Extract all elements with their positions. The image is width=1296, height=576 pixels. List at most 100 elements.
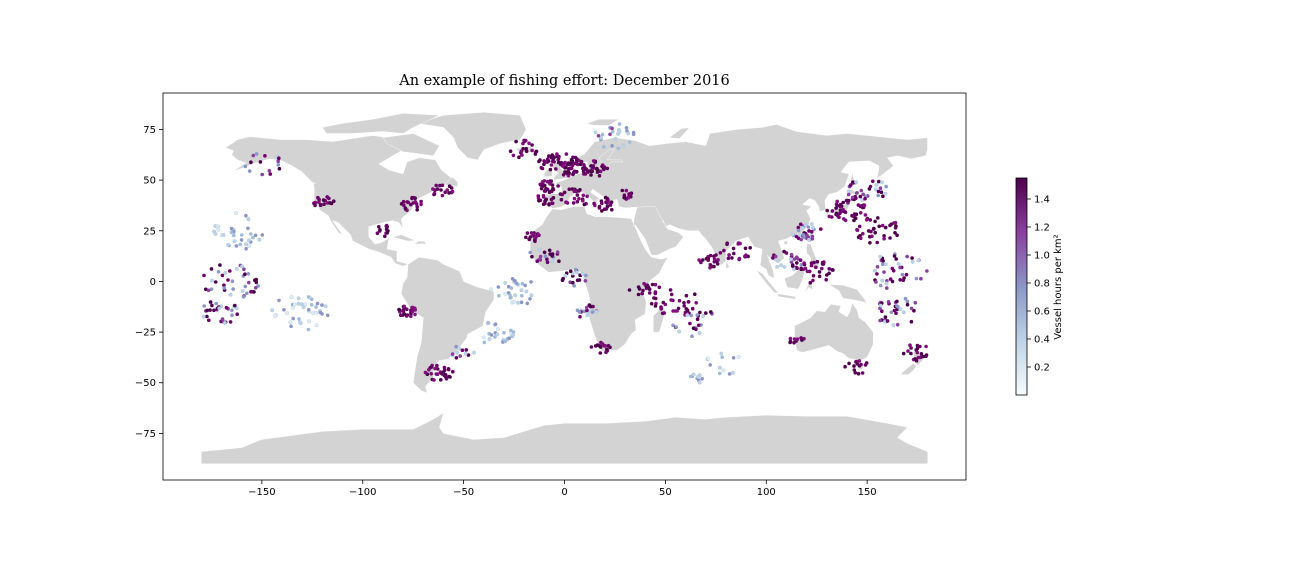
effort-point bbox=[297, 317, 301, 321]
effort-point bbox=[218, 263, 222, 267]
effort-point bbox=[292, 302, 297, 307]
effort-point bbox=[853, 371, 858, 375]
effort-point bbox=[843, 364, 847, 369]
effort-point bbox=[550, 254, 554, 258]
effort-point bbox=[880, 278, 885, 283]
effort-point bbox=[600, 164, 604, 169]
effort-point bbox=[695, 317, 700, 322]
effort-point bbox=[513, 293, 518, 298]
effort-point bbox=[901, 351, 906, 356]
effort-point bbox=[590, 310, 595, 314]
effort-point bbox=[599, 135, 603, 140]
effort-point bbox=[564, 200, 568, 204]
y-tick: 75 bbox=[143, 125, 163, 136]
effort-point bbox=[912, 308, 916, 313]
effort-point bbox=[410, 305, 415, 310]
effort-point bbox=[325, 195, 330, 199]
effort-point bbox=[207, 318, 211, 323]
x-tick: 50 bbox=[659, 480, 672, 498]
effort-point bbox=[242, 267, 246, 272]
effort-point bbox=[803, 266, 808, 271]
effort-point bbox=[510, 277, 515, 281]
land-vancouver-island bbox=[305, 178, 316, 184]
effort-point bbox=[810, 225, 815, 230]
effort-point bbox=[824, 277, 828, 282]
effort-point bbox=[706, 256, 711, 261]
effort-point bbox=[383, 234, 387, 239]
effort-point bbox=[260, 172, 265, 177]
effort-point bbox=[856, 203, 861, 207]
effort-point bbox=[884, 281, 889, 286]
effort-point bbox=[883, 225, 888, 230]
effort-point bbox=[206, 288, 211, 293]
effort-point bbox=[541, 202, 546, 206]
effort-point bbox=[529, 280, 533, 284]
effort-point bbox=[556, 184, 560, 188]
colorbar: 0.2 0.4 0.6 0.8 1.0 1.2 1.4 Vessel hours per k… bbox=[1015, 177, 1064, 396]
effort-point bbox=[332, 199, 336, 203]
effort-point bbox=[432, 191, 437, 196]
colorbar-tick: 1.0 bbox=[1027, 251, 1050, 262]
effort-point bbox=[251, 153, 256, 158]
effort-point bbox=[878, 318, 882, 323]
effort-point bbox=[602, 145, 606, 149]
effort-point bbox=[868, 241, 872, 245]
effort-point bbox=[628, 140, 632, 144]
effort-point bbox=[489, 287, 493, 292]
effort-point bbox=[878, 254, 883, 259]
effort-point bbox=[551, 196, 556, 200]
effort-point bbox=[323, 304, 328, 309]
effort-point bbox=[409, 308, 413, 313]
effort-point bbox=[898, 307, 903, 312]
effort-point bbox=[862, 203, 867, 207]
colorbar-tick-label: 0.8 bbox=[1034, 279, 1050, 290]
effort-point bbox=[577, 196, 581, 201]
effort-point bbox=[318, 310, 323, 315]
effort-point bbox=[273, 313, 278, 318]
effort-point bbox=[267, 168, 272, 173]
effort-point bbox=[435, 363, 439, 368]
effort-point bbox=[795, 337, 800, 342]
effort-point bbox=[208, 300, 213, 304]
effort-point bbox=[244, 213, 248, 218]
effort-point bbox=[205, 308, 209, 313]
effort-point bbox=[427, 368, 431, 372]
effort-point bbox=[571, 280, 575, 285]
effort-point bbox=[677, 298, 682, 303]
effort-point bbox=[727, 372, 732, 376]
effort-point bbox=[601, 167, 606, 171]
effort-point bbox=[885, 286, 889, 290]
effort-point bbox=[743, 246, 748, 251]
effort-point bbox=[551, 156, 555, 161]
colorbar-tick: 0.2 bbox=[1027, 363, 1050, 374]
effort-point bbox=[455, 350, 460, 355]
effort-point bbox=[243, 164, 248, 169]
effort-point bbox=[584, 167, 588, 171]
effort-point bbox=[674, 325, 678, 329]
effort-point bbox=[536, 232, 540, 237]
effort-point bbox=[542, 250, 547, 255]
effort-point bbox=[527, 141, 531, 146]
effort-point bbox=[524, 235, 528, 240]
effort-point bbox=[411, 195, 416, 200]
effort-point bbox=[228, 269, 232, 273]
effort-point bbox=[626, 131, 631, 136]
effort-point bbox=[881, 262, 885, 267]
effort-point bbox=[403, 206, 408, 210]
effort-point bbox=[737, 256, 742, 261]
effort-point bbox=[782, 265, 787, 269]
effort-point bbox=[253, 233, 258, 238]
effort-point bbox=[701, 258, 705, 262]
effort-point bbox=[590, 165, 595, 169]
chart-title: An example of fishing effort: December 2… bbox=[399, 73, 730, 89]
effort-point bbox=[621, 143, 626, 148]
effort-point bbox=[880, 309, 884, 314]
effort-point bbox=[677, 329, 682, 334]
effort-point bbox=[809, 263, 814, 268]
effort-point bbox=[560, 192, 565, 197]
effort-point bbox=[538, 158, 542, 162]
effort-point bbox=[486, 321, 491, 325]
effort-point bbox=[579, 159, 584, 164]
effort-point bbox=[610, 207, 614, 212]
effort-point bbox=[788, 336, 793, 341]
